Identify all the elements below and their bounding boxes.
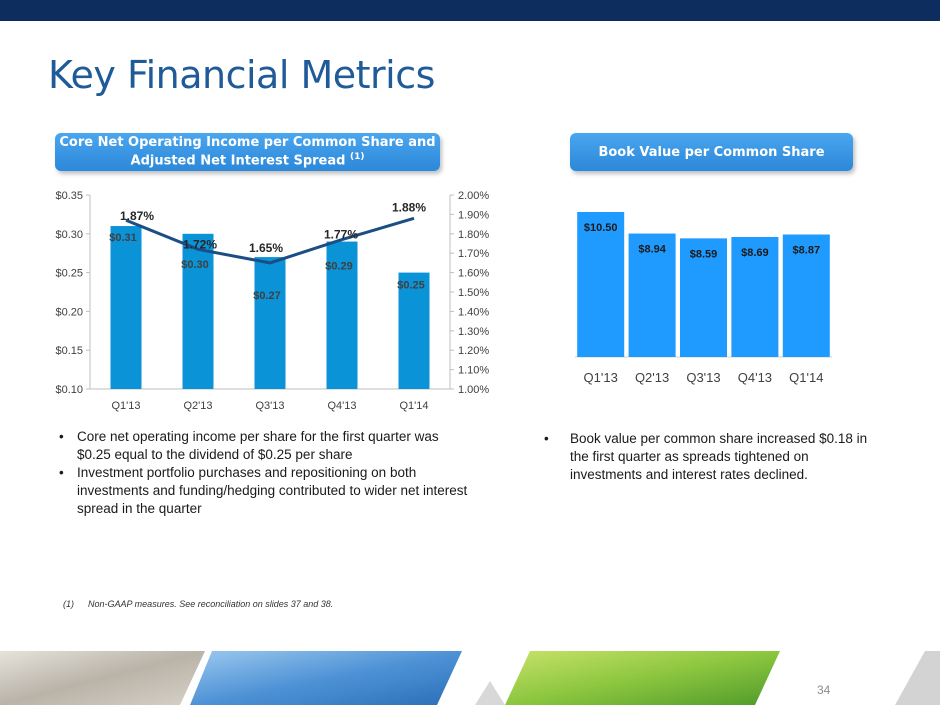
footnote-text: Non-GAAP measures. See reconciliation on… [88,599,334,609]
right-chart-bar [731,236,779,357]
left-chart-spread-line [125,216,415,265]
right-x-tick-label: Q1'14 [789,370,823,385]
left-y-tick-label: $0.10 [55,384,83,396]
left-bar-value-label: $0.31 [109,232,137,244]
left-bar-value-label: $0.25 [397,280,425,292]
right-chart-header: Book Value per Common Share [570,133,853,171]
right-y-tick-label: 1.20% [458,345,489,357]
right-y-tick-label: 1.30% [458,326,489,338]
left-chart-bar [398,272,430,389]
left-bar-value-label: $0.27 [253,290,281,302]
left-x-tick-label: Q3'13 [255,400,284,412]
slide-title: Key Financial Metrics [48,53,435,97]
right-y-tick-label: 2.00% [458,190,489,202]
left-chart-bar [182,233,214,389]
left-line-value-label: 1.65% [249,241,283,255]
right-x-tick-label: Q3'13 [686,370,720,385]
right-bar-value-label: $8.59 [690,248,718,260]
left-y-tick-label: $0.35 [55,190,83,202]
sky-photo [190,651,462,705]
right-y-tick-label: 1.90% [458,209,489,221]
right-y-tick-label: 1.70% [458,248,489,260]
left-line-value-label: 1.88% [392,200,426,214]
left-x-tick-label: Q2'13 [183,400,212,412]
right-chart-bar [782,234,830,357]
footnote-marker: (1) [63,599,74,609]
right-bar-value-label: $8.69 [741,247,769,259]
right-x-tick-label: Q1'13 [584,370,618,385]
right-x-tick-label: Q4'13 [738,370,772,385]
right-y-tick-label: 1.00% [458,384,489,396]
right-y-tick-label: 1.50% [458,287,489,299]
left-x-tick-label: Q4'13 [327,400,356,412]
right-chart-bar [680,238,727,357]
left-x-tick-label: Q1'13 [111,400,140,412]
right-bar-value-label: $8.94 [638,244,666,256]
right-y-tick-label: 1.60% [458,268,489,280]
left-chart-bar [110,226,142,389]
left-line-value-label: 1.77% [324,228,358,242]
left-y-tick-label: $0.25 [55,268,83,280]
decorative-photo-banner [0,651,940,705]
right-chart-bar [628,233,676,357]
left-chart-header-text: Core Net Operating Income per Common Sha… [59,135,436,169]
right-chart-bar [577,212,625,357]
left-bullet: Core net operating income per share for … [55,428,475,464]
left-y-tick-label: $0.20 [55,306,83,318]
top-bar [0,0,940,21]
gray-triangle-1 [475,681,505,705]
left-bar-value-label: $0.29 [325,261,353,273]
left-line-value-label: 1.72% [183,237,217,251]
gray-triangle-2 [895,651,940,705]
footnote: (1) Non-GAAP measures. See reconciliation… [63,599,333,609]
left-chart-header-footnote-mark: (1) [349,152,365,163]
left-y-tick-label: $0.15 [55,345,83,357]
left-chart-bar [254,257,286,389]
rope-photo [0,651,205,705]
left-bar-value-label: $0.30 [181,259,209,271]
left-bullet-list: Core net operating income per share for … [55,428,475,518]
right-x-tick-label: Q2'13 [635,370,669,385]
right-bar-value-label: $8.87 [793,245,821,257]
right-y-tick-label: 1.40% [458,306,489,318]
right-bullet-list: Book value per common share increased $0… [540,430,870,484]
left-x-tick-label: Q1'14 [399,400,428,412]
left-line-value-label: 1.87% [120,209,154,223]
left-chart-bar [326,241,358,389]
left-y-tick-label: $0.30 [55,229,83,241]
right-bullet: Book value per common share increased $0… [540,430,870,484]
right-bar-value-label: $10.50 [584,222,618,234]
page-number: 34 [817,683,831,697]
left-bullet: Investment portfolio purchases and repos… [55,464,475,518]
leaf-photo [505,651,780,705]
left-chart-header: Core Net Operating Income per Common Sha… [55,133,440,171]
right-y-tick-label: 1.80% [458,229,489,241]
right-y-tick-label: 1.10% [458,365,489,377]
